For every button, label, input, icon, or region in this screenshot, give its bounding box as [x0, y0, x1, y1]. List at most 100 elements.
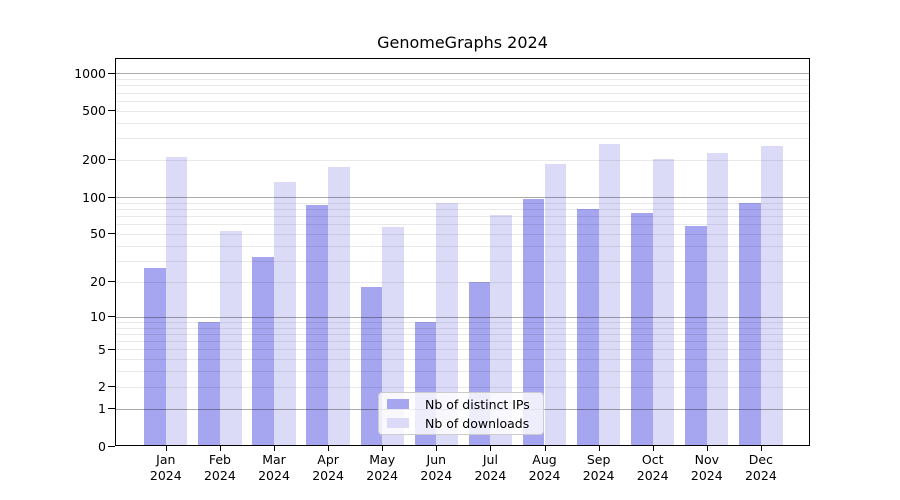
bar-downloads-sep — [598, 143, 621, 446]
minor-gridline — [115, 245, 810, 247]
x-tick-label-apr: Apr 2024 — [312, 452, 344, 483]
y-tick-label: 1 — [98, 401, 106, 417]
y-tick-mark — [108, 408, 115, 410]
x-tick-label-jun: Jun 2024 — [420, 452, 453, 483]
y-tick-label: 0 — [98, 438, 106, 454]
bar-distinct-ips-dec — [739, 202, 761, 446]
minor-gridline — [115, 341, 810, 342]
legend-label-downloads: Nb of downloads — [425, 415, 530, 431]
bar-downloads-nov — [706, 152, 729, 446]
legend-swatch-downloads — [387, 418, 409, 428]
minor-gridline — [115, 233, 810, 235]
bar-downloads-mar — [274, 182, 296, 446]
bar-distinct-ips-jan — [144, 268, 166, 446]
legend-label-distinct-ips: Nb of distinct IPs — [425, 396, 530, 412]
x-tick-label-nov: Nov 2024 — [690, 452, 723, 483]
y-tick-label: 100 — [82, 189, 106, 205]
legend-item-downloads: Nb of downloads — [387, 416, 535, 431]
x-tick-label-aug: Aug 2024 — [528, 452, 561, 483]
minor-gridline — [115, 216, 810, 218]
bar-downloads-oct — [652, 158, 675, 446]
bar-distinct-ips-nov — [685, 226, 707, 446]
minor-gridline — [115, 260, 810, 262]
x-tick-mark — [436, 446, 438, 451]
x-tick-mark — [760, 446, 762, 451]
x-tick-label-oct: Oct 2024 — [636, 452, 669, 483]
x-tick-label-sep: Sep 2024 — [582, 452, 615, 483]
x-tick-mark — [652, 446, 654, 451]
minor-gridline — [115, 321, 810, 323]
y-tick-mark — [108, 445, 115, 447]
bar-distinct-ips-oct — [631, 213, 653, 446]
bar-downloads-jun — [436, 202, 458, 446]
minor-gridline — [115, 92, 810, 94]
x-tick-label-jul: Jul 2024 — [474, 452, 507, 483]
y-tick-mark — [108, 348, 115, 350]
minor-gridline — [115, 122, 810, 124]
bar-downloads-aug — [544, 164, 567, 446]
minor-gridline — [115, 110, 810, 112]
minor-gridline — [115, 202, 810, 204]
y-tick-label: 500 — [82, 103, 106, 119]
bar-distinct-ips-feb — [198, 321, 220, 446]
x-tick-mark — [382, 446, 384, 451]
bar-downloads-feb — [219, 230, 242, 446]
y-tick-label: 50 — [90, 226, 106, 242]
minor-gridline — [115, 386, 810, 388]
minor-gridline — [115, 209, 810, 210]
y-tick-mark — [108, 316, 115, 318]
bar-downloads-dec — [760, 146, 783, 446]
major-gridline — [115, 197, 810, 199]
x-tick-label-feb: Feb 2024 — [203, 452, 236, 483]
y-tick-mark — [108, 159, 115, 161]
x-tick-label-jan: Jan 2024 — [149, 452, 182, 483]
bar-downloads-may — [382, 227, 404, 446]
minor-gridline — [115, 100, 810, 102]
bar-distinct-ips-aug — [522, 198, 545, 446]
x-tick-mark — [328, 446, 330, 451]
y-tick-mark — [108, 233, 115, 235]
y-tick-label: 20 — [90, 274, 106, 290]
y-tick-label: 1000 — [74, 65, 106, 81]
bar-downloads-jan — [165, 156, 188, 446]
bar-downloads-apr — [328, 167, 350, 446]
x-tick-mark — [219, 446, 221, 451]
minor-gridline — [115, 327, 810, 329]
minor-gridline — [115, 281, 810, 283]
minor-gridline — [115, 85, 810, 87]
plot-area — [115, 58, 810, 446]
y-tick-mark — [108, 196, 115, 198]
y-tick-mark — [108, 281, 115, 283]
minor-gridline — [115, 138, 810, 140]
x-tick-mark — [598, 446, 600, 451]
y-tick-label: 2 — [98, 379, 106, 395]
legend-swatch-distinct-ips — [387, 399, 409, 409]
y-tick-mark — [108, 72, 115, 74]
x-tick-mark — [165, 446, 167, 451]
x-tick-label-may: May 2024 — [366, 452, 399, 483]
x-tick-label-dec: Dec 2024 — [744, 452, 777, 483]
minor-gridline — [115, 159, 810, 161]
minor-gridline — [115, 349, 810, 351]
y-tick-label: 200 — [82, 152, 106, 168]
x-tick-mark — [274, 446, 275, 451]
x-tick-mark — [544, 446, 546, 451]
major-gridline — [115, 316, 810, 318]
legend: Nb of distinct IPs Nb of downloads — [378, 392, 544, 435]
x-tick-mark — [706, 446, 708, 451]
bar-distinct-ips-apr — [306, 204, 329, 446]
minor-gridline — [115, 371, 810, 373]
y-tick-label: 10 — [90, 309, 106, 325]
bar-distinct-ips-sep — [576, 209, 599, 446]
minor-gridline — [115, 333, 810, 335]
x-tick-mark — [490, 446, 492, 451]
y-tick-mark — [108, 110, 115, 112]
legend-item-distinct-ips: Nb of distinct IPs — [387, 397, 535, 412]
bar-distinct-ips-may — [360, 287, 383, 446]
y-tick-label: 5 — [98, 341, 106, 357]
bar-downloads-jul — [490, 215, 513, 446]
chart-title: GenomeGraphs 2024 — [377, 33, 548, 52]
minor-gridline — [115, 224, 810, 226]
bar-distinct-ips-mar — [252, 257, 274, 446]
